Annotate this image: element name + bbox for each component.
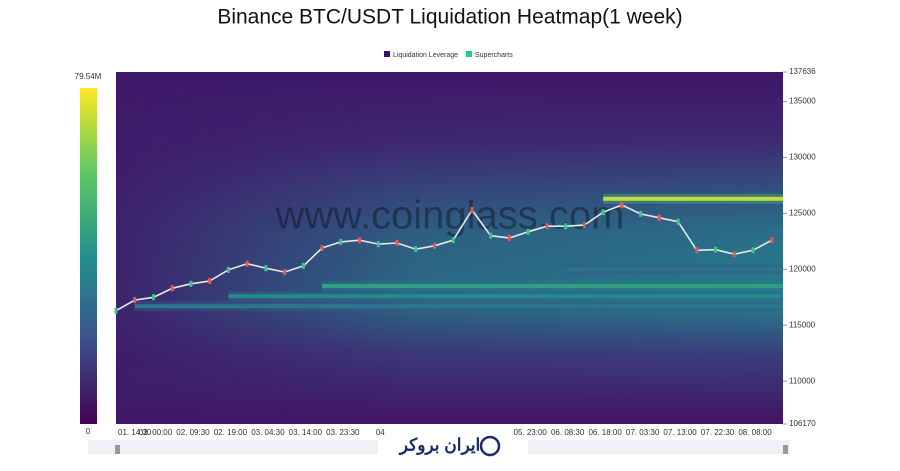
x-tick-label: 07. 13:00 [663,428,697,437]
x-tick-label: 02. 00:00 [139,428,173,437]
price-candle [320,245,324,252]
price-candle [114,307,118,314]
price-candle [564,223,568,230]
y-tick-label: 137636 [789,67,816,76]
liquidation-level [603,196,783,201]
x-tick-label: 02. 09:30 [176,428,210,437]
legend-label: Supercharts [475,52,513,59]
y-tick-label: 125000 [789,208,816,217]
x-tick-label: 05. 23:00 [514,428,548,437]
price-candle [582,222,586,229]
logo-box [378,428,528,464]
price-candle [714,246,718,253]
price-candle [358,237,362,244]
navigator-handle [783,445,788,454]
price-candle [601,209,605,216]
x-tick-label: 04 [376,428,385,437]
y-tick-label: 120000 [789,264,816,273]
chart-title: Binance BTC/USDT Liquidation Heatmap(1 w… [217,6,682,29]
liquidation-level [134,304,783,309]
x-tick-label: 03. 23:30 [326,428,360,437]
x-tick-label: 07. 03:30 [626,428,660,437]
y-tick-label: 135000 [789,97,816,106]
legend-swatch [466,51,472,57]
price-candle [526,228,530,235]
legend-label: Liquidation Leverage [393,52,458,59]
price-candle [676,218,680,225]
price-candle [264,265,268,272]
heatmap-fade [116,72,783,424]
price-candle [507,234,511,241]
x-tick-label: 06. 18:00 [588,428,622,437]
price-candle [433,242,437,249]
price-candle [470,206,474,213]
price-line [115,204,773,312]
logo: ایران بروکر [398,435,481,455]
x-tick-label: 03. 14:00 [289,428,323,437]
price-candle [301,262,305,269]
legend-swatch [384,51,390,57]
x-tick-label: 01. 14:30 [118,428,152,437]
watermark: www.coinglass.com [274,194,624,238]
y-tick-label: 130000 [789,153,816,162]
price-candle [283,269,287,276]
price-candle [151,294,155,301]
price-candle [770,237,774,244]
colorbar-label: 0 [86,427,91,436]
y-tick-label: 115000 [789,320,816,329]
price-candle [208,278,212,285]
price-candle [170,285,174,292]
price-candle [639,210,643,217]
price-candle [226,266,230,273]
price-candle [545,223,549,230]
liquidation-level [228,294,784,299]
logo-icon [479,435,501,457]
price-candle [489,232,493,239]
y-tick-label: 110000 [789,376,816,385]
price-candle [395,239,399,246]
price-candle [732,251,736,258]
y-tick-label: 106170 [789,419,816,428]
price-candle [133,297,137,304]
liquidation-level [322,284,783,289]
navigator-handle [115,445,120,454]
price-candle [620,201,624,208]
price-candle [751,247,755,254]
price-candle [376,241,380,248]
price-candle [245,260,249,267]
x-tick-label: 03. 04:30 [251,428,285,437]
x-tick-label: 06. 08:30 [551,428,585,437]
x-tick-label: 07. 22:30 [701,428,735,437]
liquidation-level [565,267,783,272]
price-candle [451,237,455,244]
x-tick-label: 02. 19:00 [214,428,248,437]
price-candle [657,214,661,221]
color-bar [80,88,97,424]
x-tick-label: 08. 08:00 [738,428,772,437]
price-candle [414,246,418,253]
price-candle [695,247,699,254]
price-candle [339,238,343,245]
colorbar-label: 79.54M [75,72,102,81]
price-candle [189,280,193,287]
